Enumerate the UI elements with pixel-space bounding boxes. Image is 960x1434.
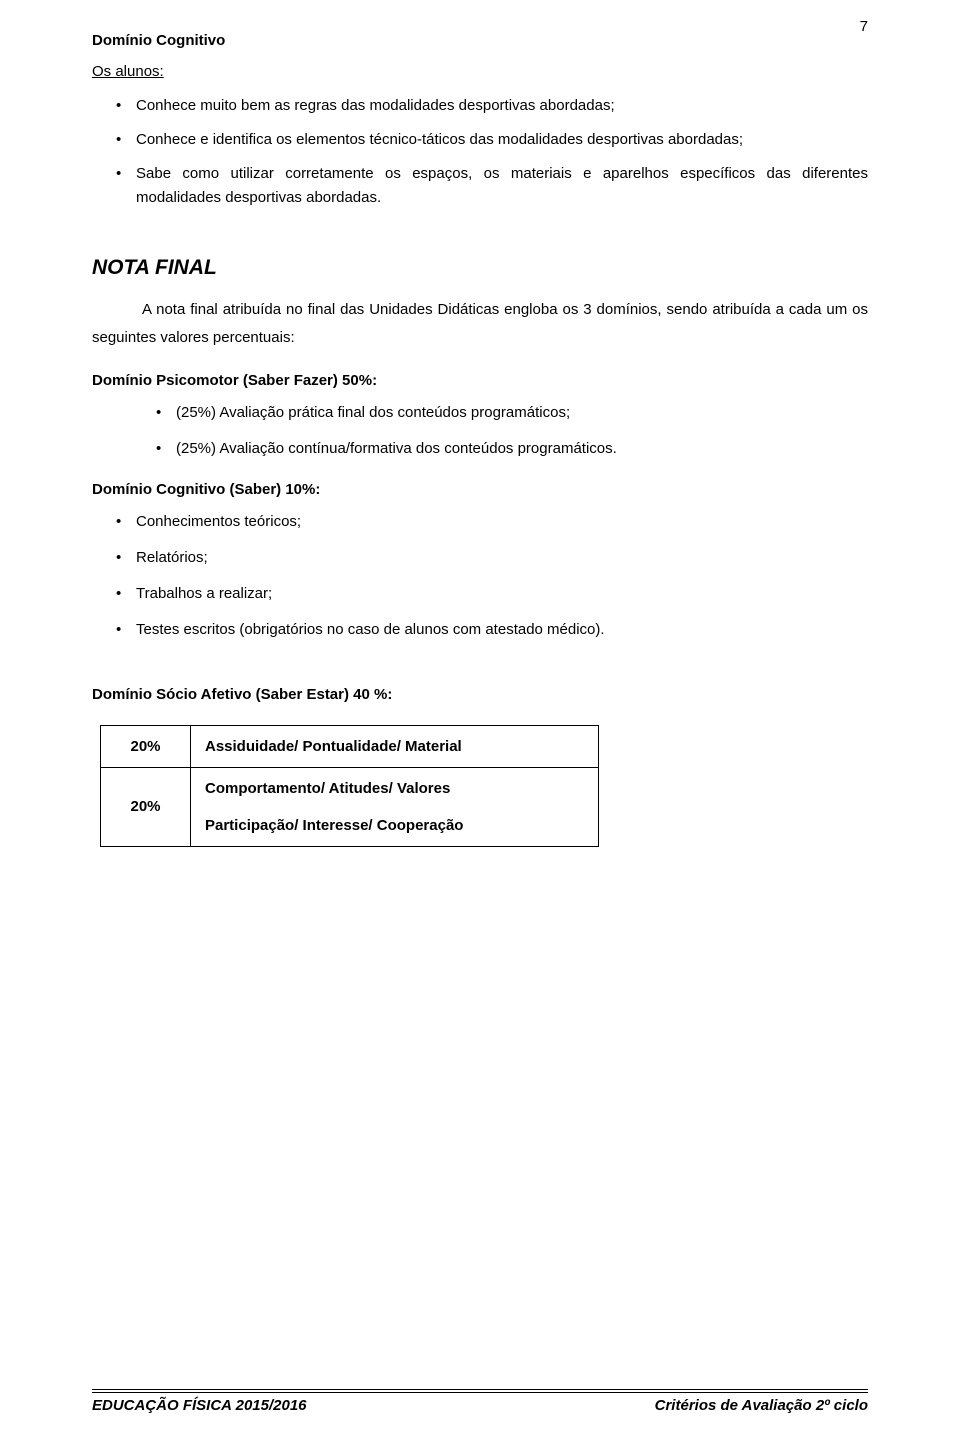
table-row: 20% Comportamento/ Atitudes/ Valores Par…: [101, 767, 599, 846]
heading-psicomotor: Domínio Psicomotor (Saber Fazer) 50%:: [92, 372, 868, 389]
socio-desc-line: Comportamento/ Atitudes/ Valores: [205, 780, 584, 797]
footer: EDUCAÇÃO FÍSICA 2015/2016 Critérios de A…: [92, 1389, 868, 1414]
list-item: Trabalhos a realizar;: [136, 582, 868, 606]
cognitivo-list: Conhecimentos teóricos; Relatórios; Trab…: [92, 510, 868, 642]
list-item: (25%) Avaliação prática final dos conteú…: [176, 401, 868, 425]
nota-final-paragraph: A nota final atribuída no final das Unid…: [92, 296, 868, 352]
intro-os-alunos: Os alunos:: [92, 63, 868, 80]
footer-line: [92, 1392, 868, 1393]
socio-table: 20% Assiduidade/ Pontualidade/ Material …: [100, 725, 599, 847]
psicomotor-list: (25%) Avaliação prática final dos conteú…: [92, 401, 868, 461]
footer-left: EDUCAÇÃO FÍSICA 2015/2016: [92, 1397, 307, 1414]
alunos-list: Conhece muito bem as regras das modalida…: [92, 94, 868, 210]
list-item: Conhece muito bem as regras das modalida…: [136, 94, 868, 118]
footer-right: Critérios de Avaliação 2º ciclo: [655, 1397, 868, 1414]
list-item: Conhece e identifica os elementos técnic…: [136, 128, 868, 152]
page: 7 Domínio Cognitivo Os alunos: Conhece m…: [0, 0, 960, 1434]
socio-desc-line: Assiduidade/ Pontualidade/ Material: [205, 738, 584, 755]
socio-desc-cell: Assiduidade/ Pontualidade/ Material: [191, 725, 599, 767]
section-title-dominio-cognitivo: Domínio Cognitivo: [92, 32, 868, 49]
nota-final-title: NOTA FINAL: [92, 256, 868, 280]
socio-pct-cell: 20%: [101, 767, 191, 846]
list-item: Sabe como utilizar corretamente os espaç…: [136, 162, 868, 210]
list-item: Conhecimentos teóricos;: [136, 510, 868, 534]
page-number: 7: [860, 18, 868, 35]
list-item: Testes escritos (obrigatórios no caso de…: [136, 618, 868, 642]
socio-desc-line: Participação/ Interesse/ Cooperação: [205, 817, 584, 834]
table-row: 20% Assiduidade/ Pontualidade/ Material: [101, 725, 599, 767]
socio-pct-cell: 20%: [101, 725, 191, 767]
footer-line: [92, 1389, 868, 1390]
footer-row: EDUCAÇÃO FÍSICA 2015/2016 Critérios de A…: [92, 1397, 868, 1414]
heading-socio-afetivo: Domínio Sócio Afetivo (Saber Estar) 40 %…: [92, 686, 868, 703]
list-item: Relatórios;: [136, 546, 868, 570]
socio-desc-cell: Comportamento/ Atitudes/ Valores Partici…: [191, 767, 599, 846]
list-item: (25%) Avaliação contínua/formativa dos c…: [176, 437, 868, 461]
heading-cognitivo: Domínio Cognitivo (Saber) 10%:: [92, 481, 868, 498]
